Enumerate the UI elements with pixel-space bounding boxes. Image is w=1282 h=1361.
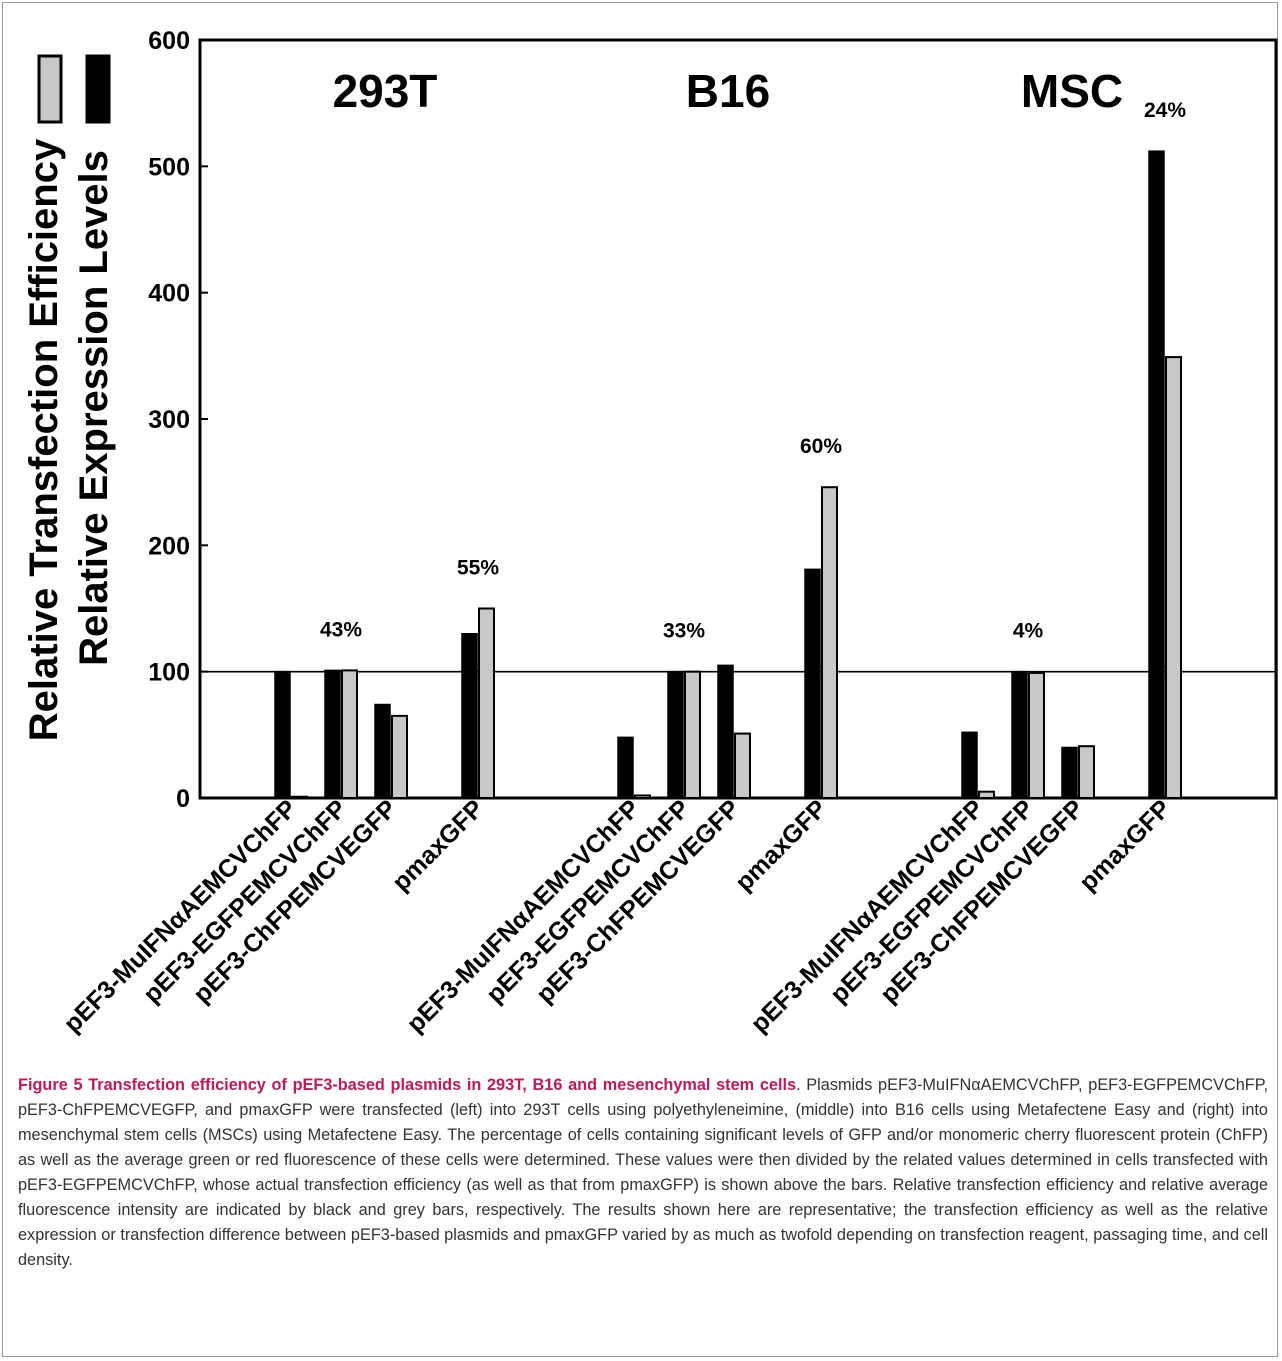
category-label-b16-3: pmaxGFP xyxy=(730,794,832,896)
bar-efficiency-293t-0 xyxy=(274,670,291,799)
y-axis-title-line-2: Relative Expression Levels xyxy=(72,150,116,666)
group-label-msc: MSC xyxy=(1021,65,1123,117)
bar-expression-b16-0 xyxy=(634,794,651,799)
y-axis-title-line-1: Relative Transfection Efficiency xyxy=(22,138,66,741)
bar-efficiency-msc-0 xyxy=(961,731,978,799)
bar-efficiency-293t-3 xyxy=(461,633,478,799)
bar-expression-b16-2 xyxy=(734,732,751,800)
y-tick-label: 100 xyxy=(148,659,190,687)
y-axis-title: Relative Transfection Efficiency Relative… xyxy=(22,138,116,741)
bar-expression-msc-0 xyxy=(978,790,995,800)
bar-efficiency-b16-2 xyxy=(717,664,734,799)
category-label-msc-2: pEF3-ChFPEMCVEGFP xyxy=(875,794,1089,1008)
y-tick-label: 200 xyxy=(148,532,190,560)
bars xyxy=(274,150,1182,800)
y-tick-label: 400 xyxy=(148,280,190,308)
labels: 293TpEF3-MuIFNαAEMCVChFPpEF3-EGFPEMCVChF… xyxy=(58,65,1186,1038)
caption-body: . Plasmids pEF3-MuIFNαAEMCVChFP, pEF3-EG… xyxy=(18,1076,1269,1269)
plot-area: 0 100 200 300 400 500 600 xyxy=(148,27,1278,813)
percent-annotation-293t-3: 55% xyxy=(457,557,499,580)
group-label-b16: B16 xyxy=(686,65,770,117)
legend-swatch-grey xyxy=(37,54,63,124)
bar-expression-b16-3 xyxy=(821,486,838,799)
bar-efficiency-293t-1 xyxy=(324,669,341,799)
bar-efficiency-293t-2 xyxy=(374,703,391,799)
bar-efficiency-b16-0 xyxy=(617,736,634,799)
bar-expression-293t-3 xyxy=(478,607,495,799)
bar-expression-293t-0 xyxy=(291,795,308,800)
category-label-msc-1: pEF3-EGFPEMCVChFP xyxy=(825,794,1039,1008)
bar-efficiency-msc-3 xyxy=(1148,150,1165,799)
percent-annotation-msc-3: 24% xyxy=(1144,99,1186,122)
bar-chart: Relative Transfection Efficiency Relative… xyxy=(22,27,1278,1038)
percent-annotation-msc-1: 4% xyxy=(1013,620,1044,643)
bar-expression-293t-1 xyxy=(341,669,358,799)
percent-annotation-b16-3: 60% xyxy=(800,435,842,458)
bar-expression-293t-2 xyxy=(391,714,408,800)
bar-expression-b16-1 xyxy=(684,670,701,800)
y-tick-label: 500 xyxy=(148,153,190,181)
bar-efficiency-msc-2 xyxy=(1061,746,1078,799)
legend-swatch-black xyxy=(85,54,111,124)
bar-efficiency-msc-1 xyxy=(1011,670,1028,799)
y-tick-label: 600 xyxy=(148,27,190,55)
group-label-293t: 293T xyxy=(333,65,438,117)
category-label-293t-2: pEF3-ChFPEMCVEGFP xyxy=(188,794,402,1008)
caption-title: Figure 5 Transfection efficiency of pEF3… xyxy=(18,1076,797,1094)
category-label-msc-3: pmaxGFP xyxy=(1074,794,1176,896)
y-tick-label: 0 xyxy=(176,785,190,813)
category-label-293t-1: pEF3-EGFPEMCVChFP xyxy=(138,794,352,1008)
bar-efficiency-b16-1 xyxy=(667,670,684,799)
category-label-293t-3: pmaxGFP xyxy=(387,794,489,896)
y-tick-label: 300 xyxy=(148,406,190,434)
figure-caption: Figure 5 Transfection efficiency of pEF3… xyxy=(18,1073,1268,1273)
legend xyxy=(37,54,111,124)
category-label-b16-2: pEF3-ChFPEMCVEGFP xyxy=(531,794,745,1008)
percent-annotation-293t-1: 43% xyxy=(320,618,362,641)
category-label-b16-1: pEF3-EGFPEMCVChFP xyxy=(481,794,695,1008)
bar-expression-msc-1 xyxy=(1028,671,1045,799)
plot-frame xyxy=(198,38,1278,800)
bar-expression-msc-3 xyxy=(1165,356,1182,799)
bar-expression-msc-2 xyxy=(1078,745,1095,799)
bar-efficiency-b16-3 xyxy=(804,568,821,799)
percent-annotation-b16-1: 33% xyxy=(663,620,705,643)
